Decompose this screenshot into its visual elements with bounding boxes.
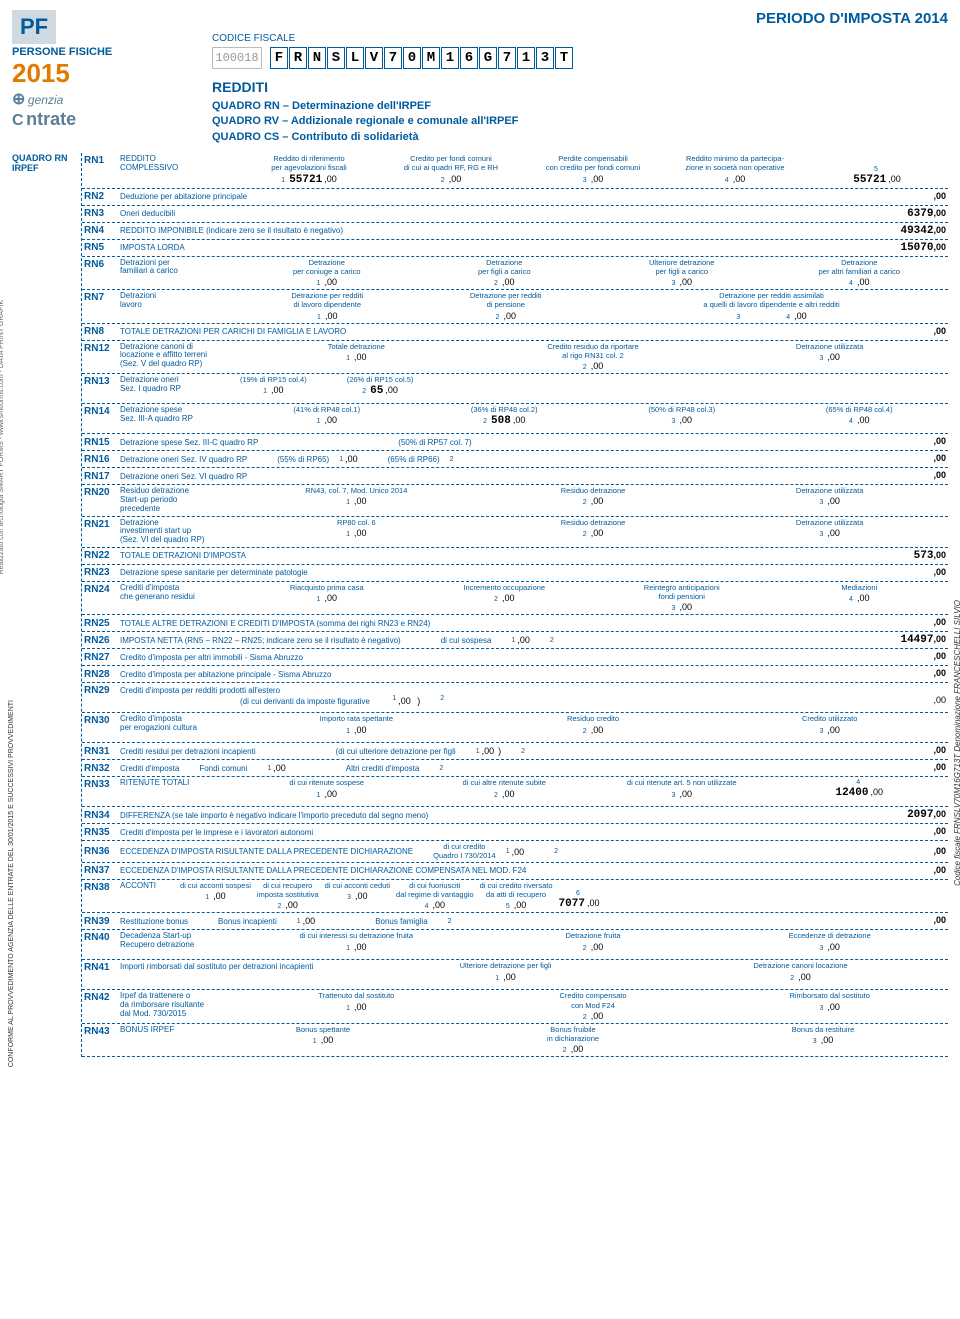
- row-rn23: RN23 Detrazione spese sanitarie per dete…: [82, 565, 948, 582]
- rn5-val: 15070: [900, 242, 933, 254]
- redditi-title: REDDITI: [212, 79, 948, 95]
- row-rn43: RN43 BONUS IRPEF Bonus spettante1,00 Bon…: [82, 1024, 948, 1058]
- row-rn20: RN20 Residuo detrazioneStart-up periodop…: [82, 485, 948, 516]
- row-rn17: RN17 Detrazione oneri Sez. VI quadro RP …: [82, 468, 948, 485]
- rn3-val: 6379: [907, 208, 933, 220]
- row-rn24: RN24 Crediti d'impostache generano resid…: [82, 582, 948, 616]
- cf-char: R: [289, 47, 307, 69]
- row-rn22: RN22 TOTALE DETRAZIONI D'IMPOSTA 573,00: [82, 548, 948, 565]
- row-rn31: RN31 Crediti residui per detrazioni inca…: [82, 743, 948, 760]
- main: QUADRO RN IRPEF RN1 REDDITO COMPLESSIVO …: [12, 153, 948, 1057]
- cf-char: 6: [460, 47, 478, 69]
- rn14-val: 508: [491, 415, 511, 427]
- row-rn14: RN14 Detrazione speseSez. III-A quadro R…: [82, 404, 948, 434]
- rn5-desc: IMPOSTA LORDA: [120, 243, 185, 252]
- cf-char: N: [308, 47, 326, 69]
- row-rn8: RN8 TOTALE DETRAZIONI PER CARICHI DI FAM…: [82, 324, 948, 341]
- cf-label: CODICE FISCALE: [212, 33, 948, 44]
- row-rn30: RN30 Credito d'impostaper erogazioni cul…: [82, 713, 948, 743]
- cf-prefix: 100018: [212, 47, 262, 69]
- rn1-desc: COMPLESSIVO: [120, 164, 240, 173]
- rn4-val: 49342: [900, 225, 933, 237]
- agenzia-logo: ⊕ genzia С ntrate: [12, 89, 192, 130]
- periodo-imposta: PERIODO D'IMPOSTA 2014: [212, 10, 948, 27]
- rn8-desc: TOTALE DETRAZIONI PER CARICHI DI FAMIGLI…: [120, 327, 346, 336]
- rn22-val: 573: [914, 550, 934, 562]
- rn34-val: 2097: [907, 809, 933, 821]
- cf-char: F: [270, 47, 288, 69]
- row-rn5: RN5 IMPOSTA LORDA 15070,00: [82, 240, 948, 257]
- rn13-val: 65: [370, 385, 383, 397]
- logo-column: PF PERSONE FISICHE 2015 ⊕ genzia С ntrat…: [12, 10, 192, 145]
- rn26-val: 14497: [900, 634, 933, 646]
- quadro-line: QUADRO RN – Determinazione dell'IRPEF: [212, 99, 948, 114]
- page: PF PERSONE FISICHE 2015 ⊕ genzia С ntrat…: [0, 0, 960, 1067]
- pf-badge: PF: [12, 10, 56, 44]
- row-rn36: RN36 ECCEDENZA D'IMPOSTA RISULTANTE DALL…: [82, 841, 948, 863]
- row-rn3: RN3 Oneri deducibili 6379,00: [82, 206, 948, 223]
- row-rn25: RN25 TOTALE ALTRE DETRAZIONI E CREDITI D…: [82, 615, 948, 632]
- quadro-rn-label: QUADRO RN: [12, 153, 77, 163]
- row-rn41: RN41 Importi rimborsati dal sostituto pe…: [82, 960, 948, 990]
- row-rn35: RN35 Crediti d'imposta per le imprese e …: [82, 824, 948, 841]
- irpef-label: IRPEF: [12, 163, 77, 173]
- rn2-desc: Deduzione per abitazione principale: [120, 192, 247, 201]
- cf-char: 1: [517, 47, 535, 69]
- row-rn15: RN15 Detrazione spese Sez. III-C quadro …: [82, 434, 948, 451]
- cf-char: S: [327, 47, 345, 69]
- row-rn39: RN39 Restituzione bonus Bonus incapienti…: [82, 913, 948, 930]
- cf-char: 1: [441, 47, 459, 69]
- row-rn38: RN38 ACCONTI di cui acconti sospesi1,00 …: [82, 880, 948, 914]
- persone-fisiche: PERSONE FISICHE: [12, 46, 192, 58]
- row-rn27: RN27 Credito d'imposta per altri immobil…: [82, 649, 948, 666]
- row-rn37: RN37 ECCEDENZA D'IMPOSTA RISULTANTE DALL…: [82, 863, 948, 880]
- rn1-val1: 55721: [289, 174, 322, 186]
- cf-char: M: [422, 47, 440, 69]
- row-rn12: RN12 Detrazione canoni dilocazione e aff…: [82, 341, 948, 375]
- row-rn26: RN26 IMPOSTA NETTA (RN5 – RN22 – RN25; i…: [82, 632, 948, 649]
- rn33-val: 12400: [835, 787, 868, 799]
- quadro-line: QUADRO RV – Addizionale regionale e comu…: [212, 114, 948, 129]
- rn1-total: 55721: [853, 174, 886, 186]
- row-rn21: RN21 Detrazioneinvestimenti start up(Sez…: [82, 517, 948, 548]
- sidebar: QUADRO RN IRPEF: [12, 153, 82, 1057]
- cf-char: 0: [403, 47, 421, 69]
- row-rn1: RN1 REDDITO COMPLESSIVO Reddito di rifer…: [82, 153, 948, 189]
- cf-char: G: [479, 47, 497, 69]
- row-rn29: RN29 Crediti d'imposta per redditi prodo…: [82, 683, 948, 713]
- row-id: RN1: [84, 155, 120, 166]
- cf-char: V: [365, 47, 383, 69]
- cf-char: 3: [536, 47, 554, 69]
- row-rn6: RN6 Detrazioni perfamiliari a carico Det…: [82, 257, 948, 291]
- rn22-desc: TOTALE DETRAZIONI D'IMPOSTA: [120, 551, 246, 560]
- cf-char: T: [555, 47, 573, 69]
- row-rn42: RN42 Irpef da trattenere oda rimborsare …: [82, 990, 948, 1024]
- header-right: PERIODO D'IMPOSTA 2014 CODICE FISCALE 10…: [212, 10, 948, 145]
- rn4-desc: REDDITO IMPONIBILE (indicare zero se il …: [120, 226, 343, 235]
- codice-fiscale-row: 100018 F R N S L V 7 0 M 1 6 G 7 1 3 T: [212, 47, 948, 69]
- cf-char: 7: [498, 47, 516, 69]
- row-rn28: RN28 Credito d'imposta per abitazione pr…: [82, 666, 948, 683]
- cf-char: L: [346, 47, 364, 69]
- row-rn16: RN16 Detrazione oneri Sez. IV quadro RP …: [82, 451, 948, 468]
- row-rn2: RN2 Deduzione per abitazione principale …: [82, 189, 948, 206]
- row-rn33: RN33 RITENUTE TOTALI di cui ritenute sos…: [82, 777, 948, 807]
- row-rn13: RN13 Detrazione oneriSez. I quadro RP (1…: [82, 374, 948, 404]
- year: 2015: [12, 58, 192, 89]
- cf-char: 7: [384, 47, 402, 69]
- quadro-line: QUADRO CS – Contributo di solidarietà: [212, 130, 948, 145]
- row-rn32: RN32 Crediti d'imposta Fondi comuni 1,00…: [82, 760, 948, 777]
- row-rn4: RN4 REDDITO IMPONIBILE (indicare zero se…: [82, 223, 948, 240]
- row-rn7: RN7 Detrazionilavoro Detrazione per redd…: [82, 290, 948, 324]
- rn38-val: 7077: [559, 898, 585, 910]
- header: PF PERSONE FISICHE 2015 ⊕ genzia С ntrat…: [12, 10, 948, 145]
- row-rn34: RN34 DIFFERENZA (se tale importo è negat…: [82, 807, 948, 824]
- content: RN1 REDDITO COMPLESSIVO Reddito di rifer…: [82, 153, 948, 1057]
- rn3-desc: Oneri deducibili: [120, 209, 175, 218]
- row-rn40: RN40 Decadenza Start-upRecupero detrazio…: [82, 930, 948, 960]
